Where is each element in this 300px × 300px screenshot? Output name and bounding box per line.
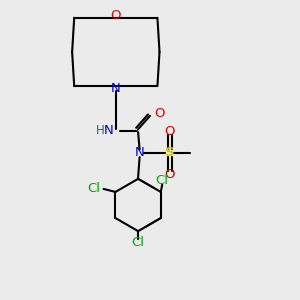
Text: Cl: Cl xyxy=(87,182,100,195)
Text: H: H xyxy=(96,124,104,136)
Text: O: O xyxy=(154,107,165,120)
Text: O: O xyxy=(164,125,175,138)
Text: O: O xyxy=(111,9,121,22)
Text: S: S xyxy=(164,146,174,160)
Text: N: N xyxy=(104,124,113,136)
Text: O: O xyxy=(164,168,175,181)
Text: Cl: Cl xyxy=(156,174,169,187)
Text: Cl: Cl xyxy=(132,236,145,249)
Text: N: N xyxy=(111,82,121,95)
Text: N: N xyxy=(135,146,145,160)
